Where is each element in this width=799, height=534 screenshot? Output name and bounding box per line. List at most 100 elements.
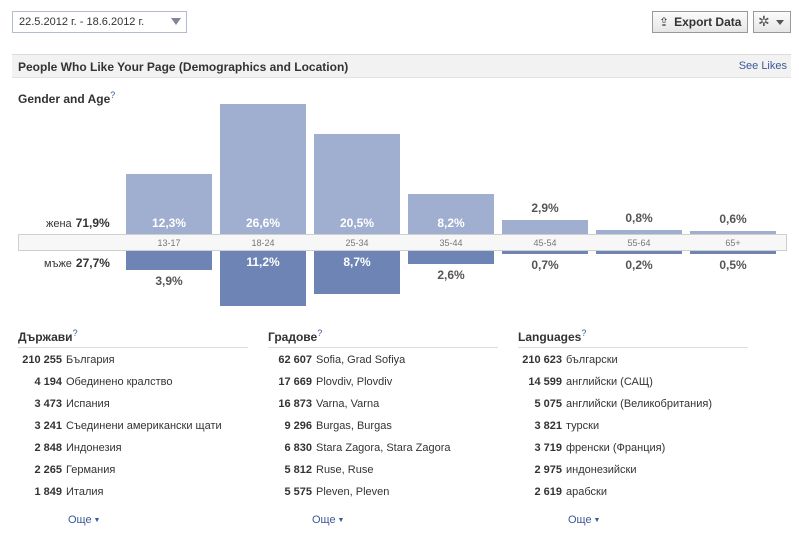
female-bar-18-24 xyxy=(220,103,306,234)
help-icon[interactable]: ? xyxy=(110,90,116,100)
row-name: Съединени американски щати xyxy=(66,420,222,432)
row-name: английски (САЩ) xyxy=(566,376,653,388)
list-row: 4 194 Обединено кралство xyxy=(18,376,172,392)
female-total: 71,9% xyxy=(75,216,110,230)
help-icon[interactable]: ? xyxy=(317,328,323,338)
row-count: 6 830 xyxy=(284,442,312,454)
row-count: 3 719 xyxy=(534,442,562,454)
row-name: Индонезия xyxy=(66,442,122,454)
female-value-label: 0,8% xyxy=(625,211,653,226)
list-row: 9 296 Burgas, Burgas xyxy=(268,420,392,436)
list-row: 3 719 френски (Франция) xyxy=(518,442,665,458)
row-name: България xyxy=(66,354,115,366)
chart-title-text: Gender and Age xyxy=(18,92,111,106)
list-row: 3 241 Съединени американски щати xyxy=(18,420,222,436)
see-likes-link[interactable]: See Likes xyxy=(738,60,787,72)
age-tick-label: 13-17 xyxy=(157,238,181,248)
list-row: 3 473 Испания xyxy=(18,398,110,414)
list-row: 16 873 Varna, Varna xyxy=(268,398,379,414)
list-row: 62 607 Sofia, Grad Sofiya xyxy=(268,354,405,370)
male-bar-35-44 xyxy=(408,251,494,264)
row-count: 9 296 xyxy=(284,420,312,432)
male-bar-13-17 xyxy=(126,251,212,271)
row-name: Обединено кралство xyxy=(66,376,173,388)
more-link[interactable]: Още ▼ xyxy=(568,514,600,526)
date-range-select[interactable]: 22.5.2012 г. - 18.6.2012 г. xyxy=(12,11,187,33)
row-name: Pleven, Pleven xyxy=(316,486,390,498)
female-value-label: 12,3% xyxy=(151,216,187,230)
row-count: 4 194 xyxy=(34,376,62,388)
female-bar-25-34 xyxy=(314,133,400,234)
help-icon[interactable]: ? xyxy=(72,328,78,338)
row-name: Sofia, Grad Sofiya xyxy=(316,354,406,366)
female-value-label: 26,6% xyxy=(245,216,281,230)
chevron-down-icon: ▼ xyxy=(335,517,345,524)
list-title: Държави? xyxy=(18,328,248,348)
section-header: People Who Like Your Page (Demographics … xyxy=(12,54,791,78)
row-count: 16 873 xyxy=(278,398,312,410)
male-bar-65+ xyxy=(690,251,776,254)
female-value-label: 8,2% xyxy=(437,216,465,230)
male-value-label: 8,7% xyxy=(343,255,371,269)
row-count: 1 849 xyxy=(34,486,62,498)
list-row: 1 849 Италия xyxy=(18,486,103,502)
list-row: 2 265 Германия xyxy=(18,464,115,480)
list-row: 5 575 Pleven, Pleven xyxy=(268,486,389,502)
row-count: 210 623 xyxy=(522,354,562,366)
more-link-label: Още xyxy=(568,514,592,526)
row-name: Burgas, Burgas xyxy=(316,420,392,432)
row-name: Plovdiv, Plovdiv xyxy=(316,376,393,388)
list-title-text: Държави xyxy=(18,330,73,344)
list-row: 2 848 Индонезия xyxy=(18,442,122,458)
row-name: Varna, Varna xyxy=(316,398,380,410)
help-icon[interactable]: ? xyxy=(581,328,587,338)
male-value-label: 11,2% xyxy=(246,255,280,269)
male-value-label: 0,5% xyxy=(719,258,747,272)
row-count: 2 975 xyxy=(534,464,562,476)
list-row: 14 599 английски (САЩ) xyxy=(518,376,653,392)
female-value-label: 0,6% xyxy=(719,212,747,226)
age-tick-label: 35-44 xyxy=(439,238,463,248)
row-count: 3 473 xyxy=(34,398,62,410)
row-count: 3 241 xyxy=(34,420,62,432)
male-value-label: 0,7% xyxy=(531,258,559,273)
female-value-label: 20,5% xyxy=(339,216,375,230)
list-row: 5 812 Ruse, Ruse xyxy=(268,464,373,480)
list-row: 5 075 английски (Великобритания) xyxy=(518,398,712,414)
list-title-text: Градове xyxy=(268,330,318,344)
male-bar-55-64 xyxy=(596,251,682,254)
more-link-label: Още xyxy=(68,514,92,526)
age-axis-band xyxy=(18,234,787,251)
more-link[interactable]: Още ▼ xyxy=(68,514,100,526)
row-count: 5 812 xyxy=(284,464,312,476)
row-count: 210 255 xyxy=(22,354,62,366)
female-label: жена xyxy=(46,218,72,230)
more-link[interactable]: Още ▼ xyxy=(312,514,344,526)
list-row: 3 821 турски xyxy=(518,420,599,436)
female-total-label: жена 71,9% xyxy=(46,216,110,230)
row-name: английски (Великобритания) xyxy=(566,398,712,410)
gear-icon: ✲ xyxy=(758,13,770,29)
female-bar-13-17 xyxy=(126,173,212,234)
male-value-label: 3,9% xyxy=(155,274,183,289)
settings-menu-button[interactable]: ✲ xyxy=(753,11,791,33)
chevron-down-icon: ▼ xyxy=(91,517,101,524)
male-value-label: 2,6% xyxy=(437,267,465,282)
row-name: френски (Франция) xyxy=(566,442,666,454)
export-icon: ⇪ xyxy=(659,15,670,29)
row-name: Италия xyxy=(66,486,104,498)
list-row: 6 830 Stara Zagora, Stara Zagora xyxy=(268,442,450,458)
more-link-label: Още xyxy=(312,514,336,526)
row-count: 62 607 xyxy=(278,354,312,366)
export-data-button[interactable]: ⇪ Export Data xyxy=(652,11,748,33)
row-name: български xyxy=(566,354,618,366)
date-range-value: 22.5.2012 г. - 18.6.2012 г. xyxy=(19,16,145,28)
chevron-down-icon xyxy=(171,18,181,25)
list-row: 17 669 Plovdiv, Plovdiv xyxy=(268,376,392,392)
row-name: турски xyxy=(566,420,600,432)
male-value-label: 0,2% xyxy=(625,258,653,272)
row-count: 5 075 xyxy=(534,398,562,410)
row-name: Испания xyxy=(66,398,110,410)
list-row: 210 623 български xyxy=(518,354,618,370)
row-count: 3 821 xyxy=(534,420,562,432)
